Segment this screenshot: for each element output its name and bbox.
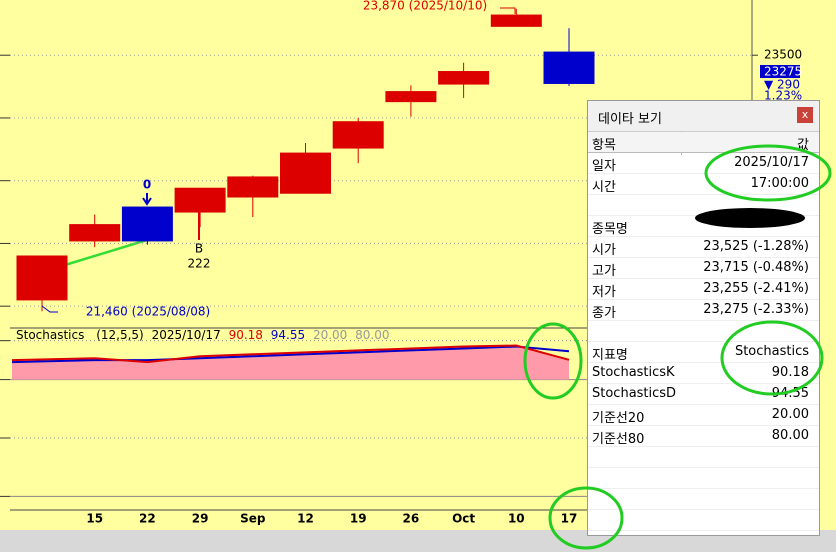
sell-arrow [142, 193, 152, 206]
row-value: 17:00:00 [750, 176, 809, 191]
empty-row [588, 510, 819, 531]
header-value: 값 [797, 138, 809, 153]
panel-row: StochasticsD 94.55 [588, 384, 819, 405]
candle-body [385, 91, 437, 103]
indicator-d: 94.55 [271, 328, 305, 342]
right-tick-label: 23500 [764, 48, 802, 62]
panel-row: 저가 23,255 (-2.41%) [588, 279, 819, 300]
x-tick-label: 29 [192, 512, 209, 526]
candle-body [438, 71, 490, 85]
x-tick-label: 12 [297, 512, 314, 526]
panel-titlebar: 데이타 보기 x [588, 101, 819, 132]
indicator-params: (12,5,5) [96, 328, 144, 342]
price-change: ▼ 290 [764, 78, 800, 92]
buy-count: 222 [188, 257, 211, 271]
indicator-line [11, 344, 570, 364]
row-value: 23,715 (-0.48%) [703, 260, 809, 275]
header-key: 항목 [592, 138, 616, 153]
empty-row [588, 489, 819, 510]
row-value: 94.55 [771, 386, 809, 401]
row-key: StochasticsK [592, 365, 675, 380]
indicator-level80: 80.00 [355, 328, 389, 342]
row-key: 일자 [592, 159, 616, 174]
indicator-area [12, 345, 569, 380]
x-tick-label: 10 [508, 512, 525, 526]
trend-line [64, 238, 148, 267]
row-value: Stochastics [734, 344, 809, 359]
indicator-level20: 20.00 [313, 328, 347, 342]
row-key: 기준선20 [592, 411, 645, 426]
row-key: 고가 [592, 264, 616, 279]
panel-row: 기준선20 20.00 [588, 405, 819, 426]
x-tick-label: Oct [452, 512, 475, 526]
row-value: 2025/10/17 [734, 155, 809, 170]
row-value: 23,525 (-1.28%) [703, 239, 809, 254]
panel-row: 시가 23,525 (-1.28%) [588, 237, 819, 258]
candle-body [16, 255, 68, 301]
row-key: StochasticsD [592, 386, 677, 401]
row-key: 시가 [592, 243, 616, 258]
annotation-leader [500, 7, 516, 14]
last-price: 23275 [764, 65, 802, 79]
panel-row: 시간 17:00:00 [588, 174, 819, 195]
row-key: 지표명 [592, 348, 628, 363]
candle-body [543, 51, 595, 84]
x-tick-label: 15 [86, 512, 103, 526]
x-tick-label: 26 [403, 512, 420, 526]
indicator-date: 2025/10/17 [152, 328, 221, 342]
row-value: 23,275 (-2.33%) [703, 302, 809, 317]
candle-body [490, 14, 542, 27]
row-key: 종가 [592, 306, 616, 321]
annotation-leader [41, 305, 58, 313]
candle-body [121, 206, 173, 242]
x-tick-label: 22 [139, 512, 156, 526]
row-key: 기준선80 [592, 432, 645, 447]
panel-row: StochasticsK 90.18 [588, 363, 819, 384]
close-button[interactable]: x [797, 107, 813, 123]
x-tick-label: 17 [561, 512, 578, 526]
panel-row: 일자 2025/10/17 [588, 153, 819, 174]
panel-row: 종가 23,275 (-2.33%) [588, 300, 819, 321]
sell-signal: 0 [143, 178, 151, 192]
row-value: 23,255 (-2.41%) [703, 281, 809, 296]
row-value: 90.18 [771, 365, 809, 380]
panel-row: 기준선80 80.00 [588, 426, 819, 447]
candle-body [69, 224, 121, 242]
indicator-label: Stochastics (12,5,5) 2025/10/17 90.18 94… [16, 328, 389, 342]
last-price-box [760, 65, 800, 78]
row-value: 20.00 [771, 407, 809, 422]
candle-body [280, 152, 331, 194]
buy-signal: B [195, 242, 203, 256]
spacer-row [588, 321, 819, 342]
row-key: 종목명 [592, 222, 628, 237]
low-annotation: 21,460 (2025/08/08) [86, 305, 210, 319]
panel-title: 데이타 보기 [598, 112, 662, 127]
row-value: 80.00 [771, 428, 809, 443]
candle-body [332, 121, 384, 149]
indicator-k: 90.18 [229, 328, 263, 342]
indicator-name: Stochastics [16, 328, 84, 342]
x-tick-label: Sep [240, 512, 266, 526]
row-key: 저가 [592, 285, 616, 300]
panel-row: 지표명 Stochastics [588, 342, 819, 363]
candle-body [174, 187, 226, 213]
panel-row: 고가 23,715 (-0.48%) [588, 258, 819, 279]
panel-row: 종목명 [588, 216, 819, 237]
x-tick-label: 19 [350, 512, 367, 526]
panel-header: 항목 값 [588, 132, 819, 153]
empty-row [588, 447, 819, 468]
candle-body [227, 176, 279, 198]
buy-arrow [194, 201, 204, 240]
row-key: 시간 [592, 180, 616, 195]
price-change-pct: 1.23% [764, 89, 802, 103]
empty-row [588, 468, 819, 489]
high-annotation: 23,870 (2025/10/10) [363, 0, 487, 13]
spacer-row [588, 195, 819, 216]
